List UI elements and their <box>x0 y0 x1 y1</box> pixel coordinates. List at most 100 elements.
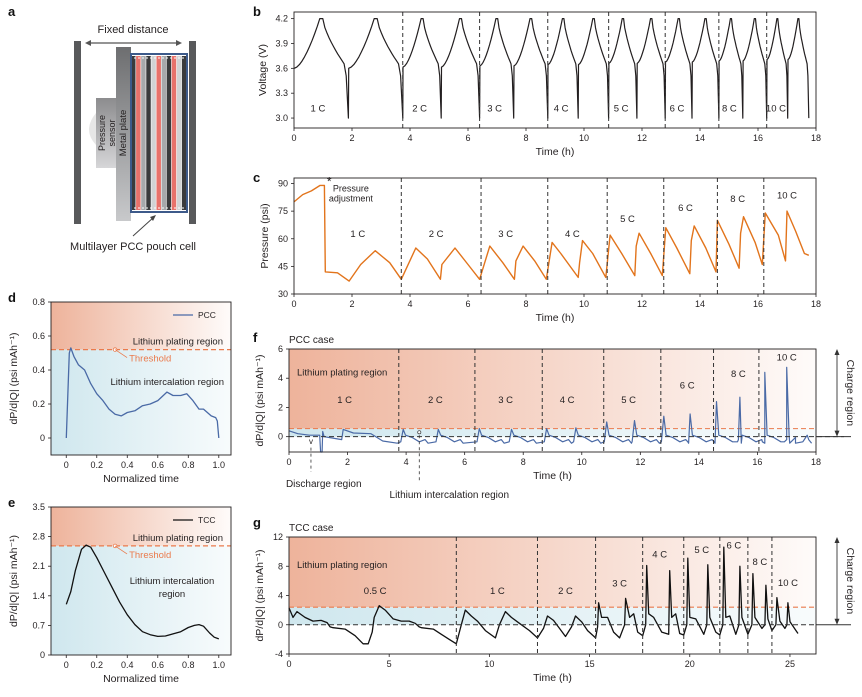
right-fixture-wall <box>189 41 196 224</box>
y-axis-label: dP/d|Q| (psi mAh⁻¹) <box>8 535 20 627</box>
x-tick-label: 2 <box>349 299 354 309</box>
y-tick-label: 30 <box>278 289 288 299</box>
panel-label-e: e <box>8 495 15 510</box>
y-tick-label: 3.5 <box>32 502 45 512</box>
tcc-line <box>65 544 220 640</box>
x-tick-label: 0 <box>291 299 296 309</box>
y-tick-label: 8 <box>278 561 283 571</box>
y-tick-label: 3.9 <box>275 38 288 48</box>
metal-plate-label: Metal plate <box>118 110 129 156</box>
x-tick-label: 8 <box>521 457 526 467</box>
rate-label: 2 C <box>412 103 427 114</box>
charge-arrow-head-top <box>834 537 840 543</box>
x-tick-label: 16 <box>753 133 763 143</box>
intercalation-region-label: region <box>159 589 185 600</box>
y-tick-label: 0.6 <box>32 331 45 341</box>
pouch-layer <box>166 56 172 210</box>
x-tick-label: 0.8 <box>182 460 195 470</box>
sensor-dome <box>89 113 96 145</box>
rate-label: 8 C <box>722 103 737 114</box>
intercalation-region-fill <box>51 349 231 455</box>
rate-label: 4 C <box>560 395 575 406</box>
x-tick-label: 0 <box>286 659 291 669</box>
x-axis-label: Time (h) <box>533 672 572 684</box>
x-tick-label: 6 <box>465 299 470 309</box>
threshold-pointer <box>114 545 128 555</box>
rate-label: 1 C <box>350 229 365 240</box>
y-tick-label: 3.0 <box>275 113 288 123</box>
intercalation-region-fill <box>289 428 816 437</box>
pouch-layer <box>181 56 187 210</box>
x-tick-label: 10 <box>484 659 494 669</box>
x-axis-label: Time (h) <box>533 470 572 482</box>
x-tick-label: 14 <box>695 133 705 143</box>
threshold-label: Threshold <box>129 354 171 365</box>
x-tick-label: 10 <box>579 133 589 143</box>
rate-label: 10 C <box>777 190 797 201</box>
plating-region-fill <box>51 302 231 350</box>
left-fixture-wall <box>74 41 81 224</box>
voltage-chart: 1 C 2 C 3 C 4 C 5 C 6 C 8 C 10 C 0 2 4 6 8 10 12 14 16 18… <box>257 11 821 158</box>
y-tick-label: 4.2 <box>275 14 288 24</box>
plot-frame <box>293 11 817 129</box>
y-tick-label: 0.7 <box>32 620 45 630</box>
y-tick-label: 75 <box>278 206 288 216</box>
pressure-sensor <box>96 98 116 168</box>
plot-frame <box>50 301 232 456</box>
y-axis-label: dP/d|Q| (psi mAh⁻¹) <box>8 332 20 424</box>
y-tick-label: 4 <box>278 591 283 601</box>
rate-label: 3 C <box>498 229 513 240</box>
tcc-line <box>288 546 799 645</box>
pressure-chart: 1 C 2 C 3 C 4 C 5 C 6 C 8 C 10 C * Pressureadjust… <box>259 175 821 324</box>
panel-label-c: c <box>253 170 260 185</box>
x-tick-label: 4 <box>407 299 412 309</box>
pcc-normalized-chart: PCC Lithium plating region Threshold Lithiu… <box>8 297 232 485</box>
x-tick-label: 16 <box>753 299 763 309</box>
x-tick-label: 15 <box>585 659 595 669</box>
panel-label-b: b <box>253 4 261 19</box>
plating-region-fill <box>51 507 231 546</box>
x-tick-label: 10 <box>579 299 589 309</box>
x-tick-label: 6 <box>465 133 470 143</box>
pouch-layer <box>146 56 151 210</box>
y-tick-label: 2.8 <box>32 532 45 542</box>
discharge-region-label: Discharge region <box>286 479 362 490</box>
x-tick-label: 25 <box>785 659 795 669</box>
plating-region-label: Lithium plating region <box>297 367 387 378</box>
y-tick-label: -4 <box>275 649 283 659</box>
rate-label: 4 C <box>652 549 667 560</box>
x-tick-label: 0.4 <box>121 460 134 470</box>
pouch-cell-outline <box>130 53 188 213</box>
pouch-cell-layers <box>131 56 187 210</box>
x-tick-label: 0 <box>291 133 296 143</box>
plating-region-fill <box>289 349 816 429</box>
x-tick-label: 2 <box>345 457 350 467</box>
pouch-layer <box>151 56 156 210</box>
x-tick-label: 12 <box>637 299 647 309</box>
x-tick-label: 18 <box>811 133 821 143</box>
y-tick-label: 3.3 <box>275 88 288 98</box>
x-tick-label: 6 <box>462 457 467 467</box>
pressure-adjustment-label: adjustment <box>329 194 374 204</box>
x-tick-label: 0 <box>64 660 69 670</box>
tcc-normalized-chart: TCC Lithium plating region Threshold Lithiu… <box>8 502 232 685</box>
y-tick-label: 1.4 <box>32 591 45 601</box>
intercalation-region-label: Lithium intercalation region <box>110 377 224 388</box>
y-axis-label: dP/d|Q| (psi mAh⁻¹) <box>254 549 266 641</box>
y-tick-label: 0.2 <box>32 399 45 409</box>
legend-label: TCC <box>198 515 215 525</box>
pcc-case-chart: 1 C 2 C 3 C 4 C 5 C 6 C 8 C 10 C Lithium plating… <box>254 335 856 501</box>
rate-label: 2 C <box>428 395 443 406</box>
x-tick-label: 10 <box>577 457 587 467</box>
y-tick-label: 45 <box>278 261 288 271</box>
intercalation-region-fill <box>51 545 231 655</box>
fixed-distance-label: Fixed distance <box>98 24 169 36</box>
rate-label: 6 C <box>726 541 741 552</box>
pressure-line <box>293 184 810 282</box>
x-tick-label: 18 <box>811 299 821 309</box>
pouch-layer <box>136 56 141 210</box>
x-tick-label: 8 <box>523 133 528 143</box>
rate-label: 4 C <box>554 103 569 114</box>
x-tick-label: 0.2 <box>91 660 104 670</box>
x-axis-label: Time (h) <box>536 312 575 324</box>
